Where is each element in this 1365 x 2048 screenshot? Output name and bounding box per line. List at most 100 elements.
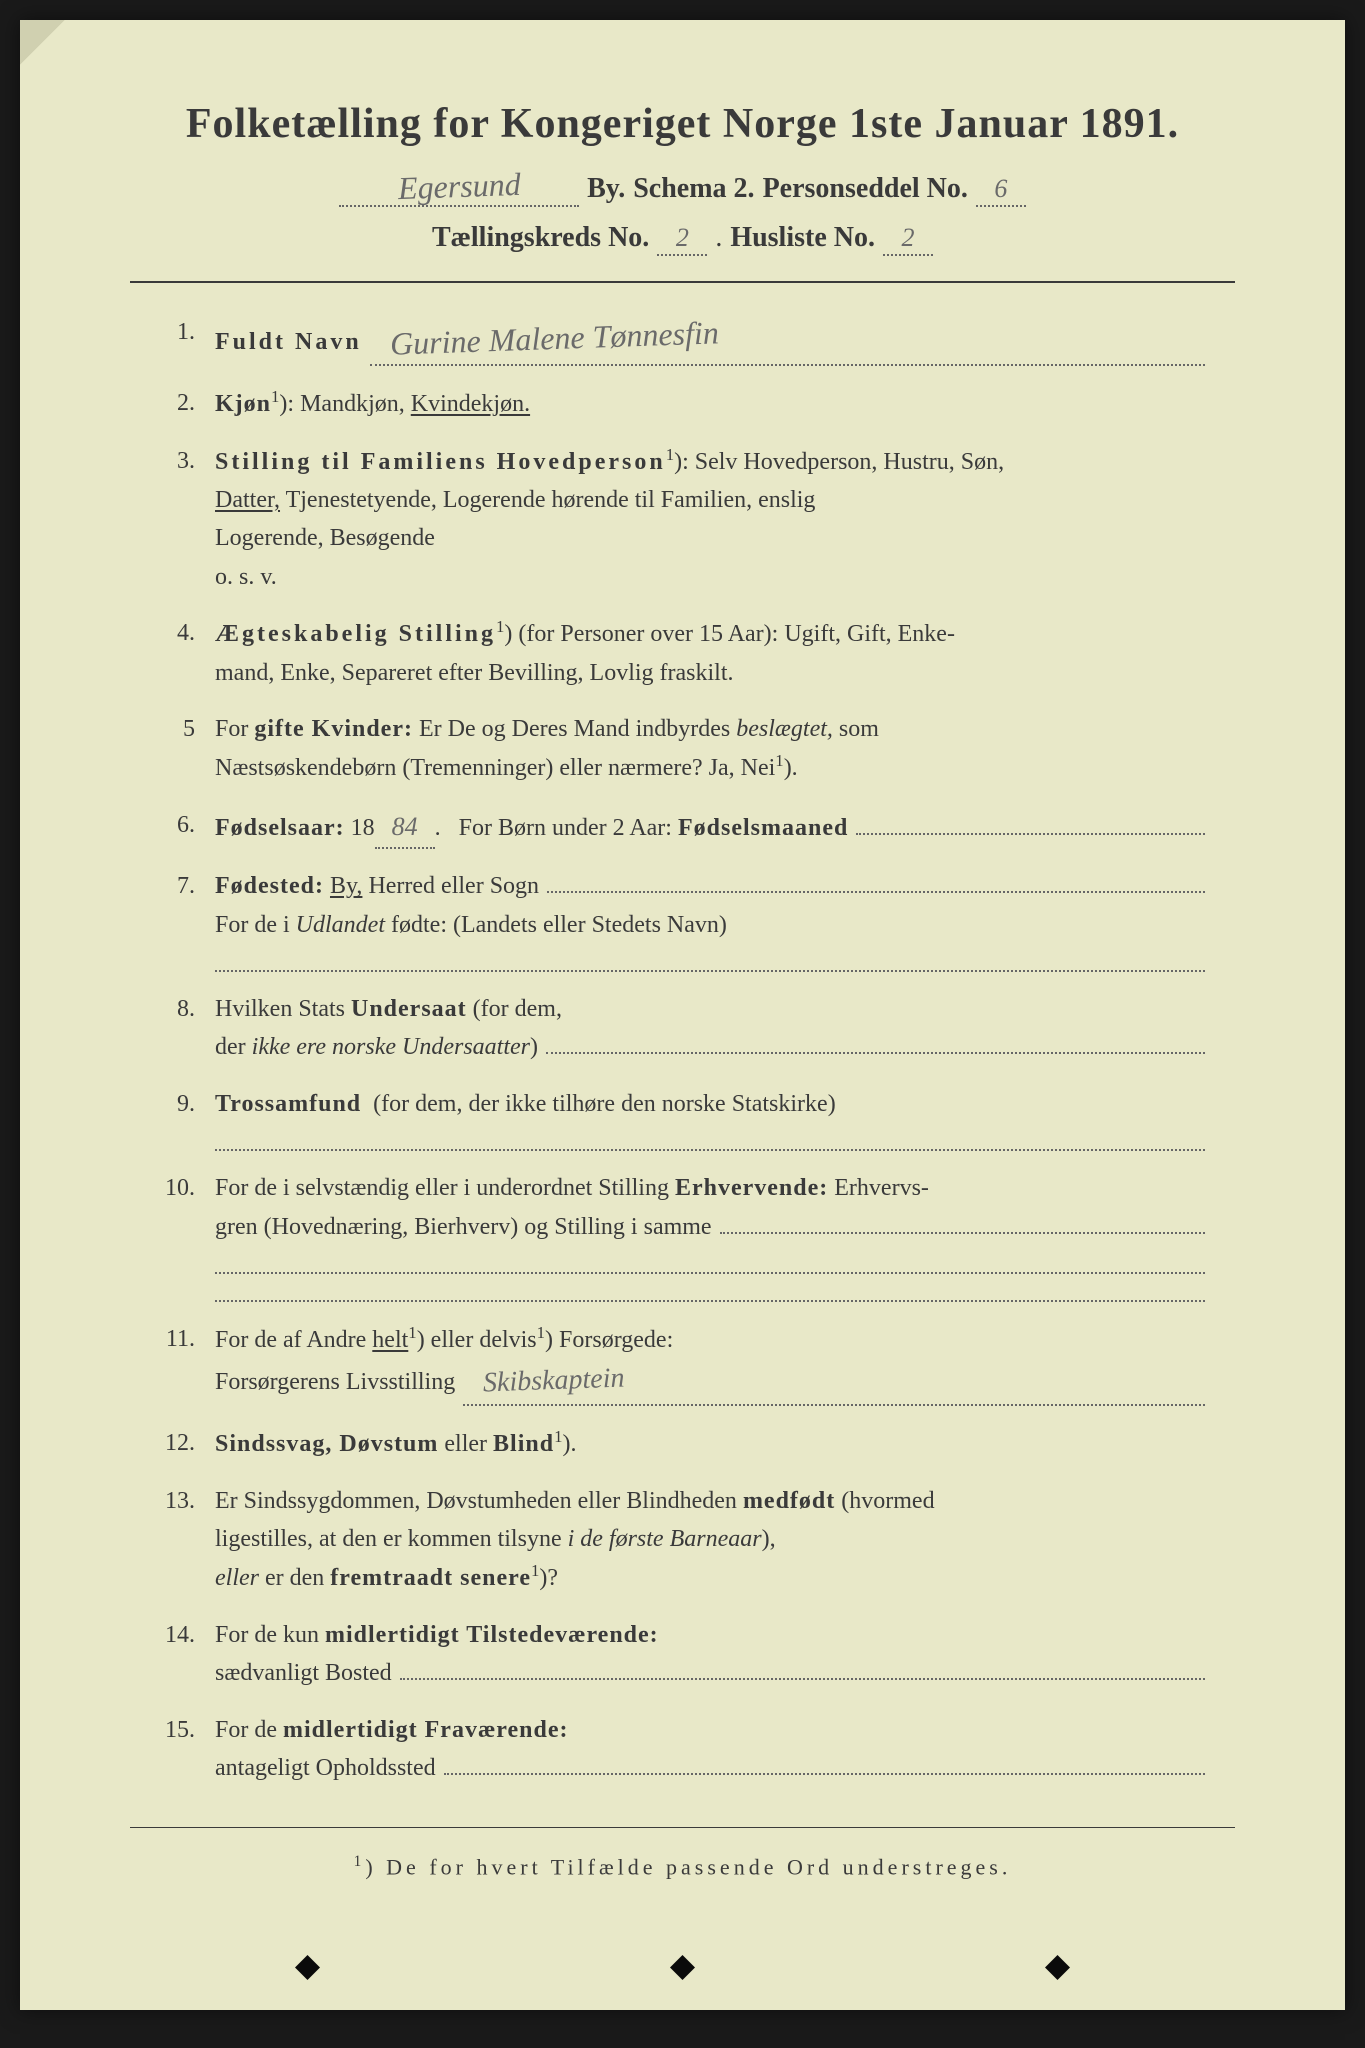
religion-label: Trossamfund [215,1091,361,1117]
married-women-label: gifte Kvinder: [254,716,413,742]
birthplace-line2 [215,948,1205,972]
row-content-7: Fødested: By, Herred eller Sogn For de i… [215,867,1205,972]
husliste-label: Husliste No. [730,222,875,254]
husliste-no-field: 2 [883,222,933,256]
row-9: 9. Trossamfund (for dem, der ikke tilhør… [160,1085,1205,1151]
row-12: 12. Sindssvag, Døvstum eller Blind1). [160,1424,1205,1463]
row-content-10: For de i selvstændig eller i underordnet… [215,1169,1205,1302]
census-form-page: Folketælling for Kongeriget Norge 1ste J… [20,20,1345,2010]
temp-absent-label: midlertidigt Fraværende: [283,1717,569,1743]
occupation-field3 [215,1278,1205,1302]
birthyear-field: 84 [375,806,435,850]
congenital-label: medfødt [743,1488,835,1514]
row-3: 3. Stilling til Familiens Hovedperson1):… [160,442,1205,597]
header-separator [130,281,1235,283]
row-13: 13. Er Sindssygdommen, Døvstumheden elle… [160,1482,1205,1598]
personseddel-no: 6 [994,174,1007,203]
row-4: 4. Ægteskabelig Stilling1) (for Personer… [160,614,1205,692]
temp-present-label: midlertidigt Tilstedeværende: [325,1622,659,1648]
provider-handwritten: Skibskaptein [482,1357,625,1407]
name-label: Fuldt Navn [215,323,362,361]
punch-hole [670,1955,695,1980]
row-content-14: For de kun midlertidigt Tilstedeværende:… [215,1616,1205,1693]
sex-opt1: Mandkjøn, [300,391,405,417]
birthmonth-field [856,815,1205,835]
row-num-9: 9. [160,1085,215,1151]
row-num-5: 5 [160,710,215,788]
personseddel-label: Personseddel No. [763,173,968,205]
row-num-15: 15. [160,1711,215,1788]
position-datter: Datter, [215,487,280,513]
birthyear-label: Fødselsaar: [215,809,345,847]
row-num-11: 11. [160,1320,215,1406]
citizen-field [546,1034,1205,1054]
punch-holes [20,1955,1345,1980]
row-5: 5 For gifte Kvinder: Er De og Deres Mand… [160,710,1205,788]
footnote-separator [130,1827,1235,1828]
row-15: 15. For de midlertidigt Fraværende: anta… [160,1711,1205,1788]
punch-hole [295,1955,320,1980]
kreds-line: Tællingskreds No. 2 . Husliste No. 2 [130,222,1235,256]
name-field: Gurine Malene Tønnesfin [370,313,1205,366]
schema-label: Schema 2. [633,173,754,205]
row-num-7: 7. [160,867,215,972]
city-field: Egersund [339,168,579,207]
row-6: 6. Fødselsaar: 18 84 . For Børn under 2 … [160,806,1205,850]
row-content-8: Hvilken Stats Undersaat (for dem, der ik… [215,990,1205,1067]
row-content-15: For de midlertidigt Fraværende: antageli… [215,1711,1205,1788]
form-header: Folketælling for Kongeriget Norge 1ste J… [130,100,1235,256]
row-content-5: For gifte Kvinder: Er De og Deres Mand i… [215,710,1205,788]
marital-label: Ægteskabelig Stilling [215,621,496,647]
row-7: 7. Fødested: By, Herred eller Sogn For d… [160,867,1205,972]
row-11: 11. For de af Andre helt1) eller delvis1… [160,1320,1205,1406]
disability-label: Sindssvag, Døvstum [215,1431,438,1457]
sex-label: Kjøn [215,391,271,417]
footnote: 1) De for hvert Tilfælde passende Ord un… [130,1853,1235,1880]
row-content-12: Sindssvag, Døvstum eller Blind1). [215,1424,1205,1463]
row-num-1: 1. [160,313,215,366]
row-content-2: Kjøn1): Mandkjøn, Kvindekjøn. [215,384,1205,423]
city-handwritten: Egersund [397,166,521,207]
birthmonth-label: Fødselsmaaned [678,809,848,847]
form-body: 1. Fuldt Navn Gurine Malene Tønnesfin 2.… [130,313,1235,1787]
kreds-label: Tællingskreds No. [432,222,649,254]
occupation-field1 [720,1214,1205,1234]
row-14: 14. For de kun midlertidigt Tilstedevære… [160,1616,1205,1693]
row-num-8: 8. [160,990,215,1067]
row-8: 8. Hvilken Stats Undersaat (for dem, der… [160,990,1205,1067]
row-num-6: 6. [160,806,215,850]
row-content-9: Trossamfund (for dem, der ikke tilhøre d… [215,1085,1205,1151]
row-content-4: Ægteskabelig Stilling1) (for Personer ov… [215,614,1205,692]
sex-opt2: Kvindekjøn. [411,391,530,417]
kreds-no-field: 2 [657,222,707,256]
city-suffix: By. [587,173,625,205]
row-content-13: Er Sindssygdommen, Døvstumheden eller Bl… [215,1482,1205,1598]
occupation-field2 [215,1250,1205,1274]
probable-residence-field [444,1755,1205,1775]
birthyear-handwritten: 84 [392,812,418,841]
occupation-label: Erhvervende: [675,1175,828,1201]
row-num-3: 3. [160,442,215,597]
name-handwritten: Gurine Malene Tønnesfin [389,307,719,370]
row-num-10: 10. [160,1169,215,1302]
religion-field [215,1127,1205,1151]
husliste-no: 2 [902,223,915,252]
usual-residence-field [400,1660,1205,1680]
position-label: Stilling til Familiens Hovedperson [215,449,666,475]
row-10: 10. For de i selvstændig eller i underor… [160,1169,1205,1302]
row-num-12: 12. [160,1424,215,1463]
kreds-no: 2 [676,223,689,252]
row-num-4: 4. [160,614,215,692]
provider-field: Skibskaptein [463,1359,1205,1406]
row-num-13: 13. [160,1482,215,1598]
personseddel-no-field: 6 [976,173,1026,207]
birthplace-label: Fødested: [215,867,324,905]
punch-hole [1045,1955,1070,1980]
row-1: 1. Fuldt Navn Gurine Malene Tønnesfin [160,313,1205,366]
citizen-label: Undersaat [351,996,467,1022]
row-content-6: Fødselsaar: 18 84 . For Børn under 2 Aar… [215,806,1205,850]
row-2: 2. Kjøn1): Mandkjøn, Kvindekjøn. [160,384,1205,423]
corner-fold [20,20,65,65]
birthplace-by: By, [330,867,362,905]
main-title: Folketælling for Kongeriget Norge 1ste J… [130,100,1235,148]
